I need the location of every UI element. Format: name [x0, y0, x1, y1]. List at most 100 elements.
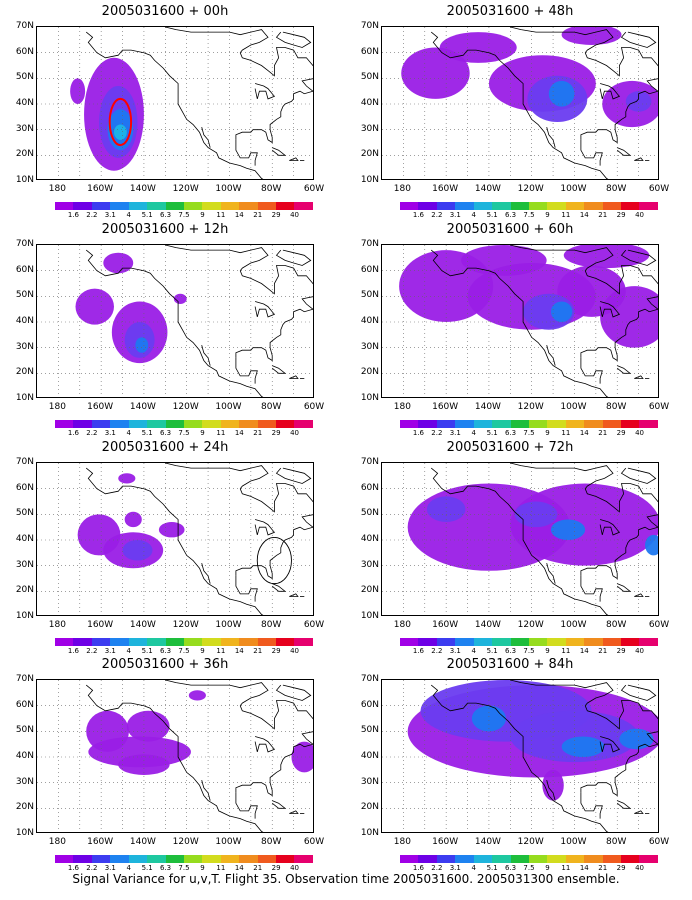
colorbar-label: 5.1	[486, 647, 498, 655]
coastline	[235, 731, 313, 797]
coastline	[254, 519, 276, 536]
variance-contour	[550, 519, 586, 540]
y-tick-label: 50N	[15, 725, 34, 736]
colorbar-swatch	[400, 202, 419, 210]
colorbar-swatch	[565, 855, 585, 863]
colorbar-swatch	[473, 855, 493, 863]
map-plot-area	[36, 462, 314, 616]
colorbar-label: 29	[271, 429, 281, 437]
colorbar-swatch	[473, 638, 493, 646]
colorbar-label: 3.1	[104, 864, 116, 872]
y-tick-label: 10N	[360, 828, 379, 838]
colorbar-swatch	[602, 420, 622, 428]
colorbar-label: 3.1	[104, 211, 116, 219]
variance-contour	[550, 301, 573, 322]
colorbar-label: 21	[253, 647, 263, 655]
colorbar-label: 14	[234, 211, 244, 219]
x-tick-label: 100W	[215, 620, 242, 630]
coastline	[580, 296, 658, 362]
y-tick-label: 60N	[360, 264, 379, 275]
x-tick-label: 160W	[87, 837, 114, 847]
colorbar-swatch	[257, 638, 277, 646]
colorbar-swatch	[147, 420, 166, 428]
colorbar-swatch	[239, 855, 258, 863]
colorbar-swatch	[639, 202, 658, 210]
map-svg	[37, 245, 313, 397]
colorbar-swatch	[602, 202, 622, 210]
colorbar-swatch	[73, 855, 92, 863]
y-tick-label: 10N	[15, 175, 34, 185]
colorbar-label: 1.6	[412, 864, 424, 872]
colorbar-swatch	[183, 638, 203, 646]
coastline	[616, 583, 632, 592]
map-plot-area	[36, 679, 314, 833]
colorbar-swatch	[400, 638, 419, 646]
y-tick-label: 40N	[15, 751, 34, 761]
colorbar-label: 4	[471, 864, 476, 872]
colorbar-label: 40	[290, 647, 300, 655]
coastline	[580, 514, 658, 580]
x-tick-label: 120W	[172, 620, 199, 630]
x-tick-label: 120W	[172, 402, 199, 412]
colorbar-swatch	[128, 420, 148, 428]
coastline	[620, 684, 657, 701]
colorbar	[55, 638, 313, 646]
colorbar-label: 29	[271, 211, 281, 219]
map-svg	[37, 680, 313, 832]
variance-contour	[122, 540, 153, 561]
colorbar-label: 4	[471, 647, 476, 655]
colorbar-swatch	[220, 202, 240, 210]
x-tick-label: 100W	[560, 184, 587, 194]
variance-contour	[124, 511, 142, 528]
coastline	[634, 157, 644, 161]
coastline	[634, 375, 644, 379]
colorbar-swatch	[455, 202, 474, 210]
y-tick-label: 10N	[15, 828, 34, 838]
coastline	[580, 357, 603, 384]
x-tick-label: 60W	[303, 620, 325, 630]
coastline	[239, 483, 313, 513]
y-tick-label: 70N	[15, 21, 34, 31]
y-tick-label: 40N	[360, 98, 379, 108]
variance-contour	[401, 47, 470, 99]
variance-contour	[548, 80, 575, 107]
colorbar-swatch	[584, 638, 603, 646]
colorbar-swatch	[91, 855, 111, 863]
variance-contour	[113, 124, 127, 140]
colorbar-label: 21	[253, 429, 263, 437]
map-plot-area	[381, 462, 659, 616]
coastline	[201, 126, 211, 148]
map-panel: 2005031600 + 36h 70N 60N 50N 40N 30N 20N 10N 180…	[0, 657, 330, 872]
x-tick-label: 80W	[606, 402, 627, 412]
colorbar-label: 3.1	[449, 647, 461, 655]
colorbar-label: 14	[579, 211, 589, 219]
colorbar-swatch	[565, 420, 585, 428]
colorbar-label: 2.2	[86, 647, 98, 655]
map-svg	[37, 27, 313, 179]
y-tick-label: 40N	[360, 316, 379, 326]
colorbar-label: 40	[290, 211, 300, 219]
y-tick-label: 30N	[360, 341, 379, 352]
coastline	[271, 147, 287, 156]
colorbar-swatch	[276, 420, 295, 428]
coastline	[599, 736, 621, 753]
x-tick-label: 80W	[261, 620, 282, 630]
colorbar-label: 9	[545, 647, 550, 655]
y-tick-label: 30N	[15, 559, 34, 570]
colorbar-swatch	[584, 855, 603, 863]
colorbar-label: 7.5	[178, 211, 190, 219]
colorbar-swatch	[183, 855, 203, 863]
x-tick-label: 180	[48, 402, 66, 412]
coastline	[616, 365, 632, 374]
y-tick-label: 10N	[360, 175, 379, 185]
colorbar-label: 9	[200, 429, 205, 437]
colorbar-swatch	[473, 202, 493, 210]
colorbar-swatch	[528, 638, 548, 646]
coastline	[634, 810, 644, 814]
panel-title: 2005031600 + 72h	[446, 440, 574, 455]
coastline	[275, 684, 312, 701]
colorbar-label: 2.2	[86, 864, 98, 872]
coastline	[235, 139, 258, 166]
colorbar-label: 5.1	[141, 864, 153, 872]
figure-caption: Signal Variance for u,v,T. Flight 35. Ob…	[72, 872, 620, 886]
